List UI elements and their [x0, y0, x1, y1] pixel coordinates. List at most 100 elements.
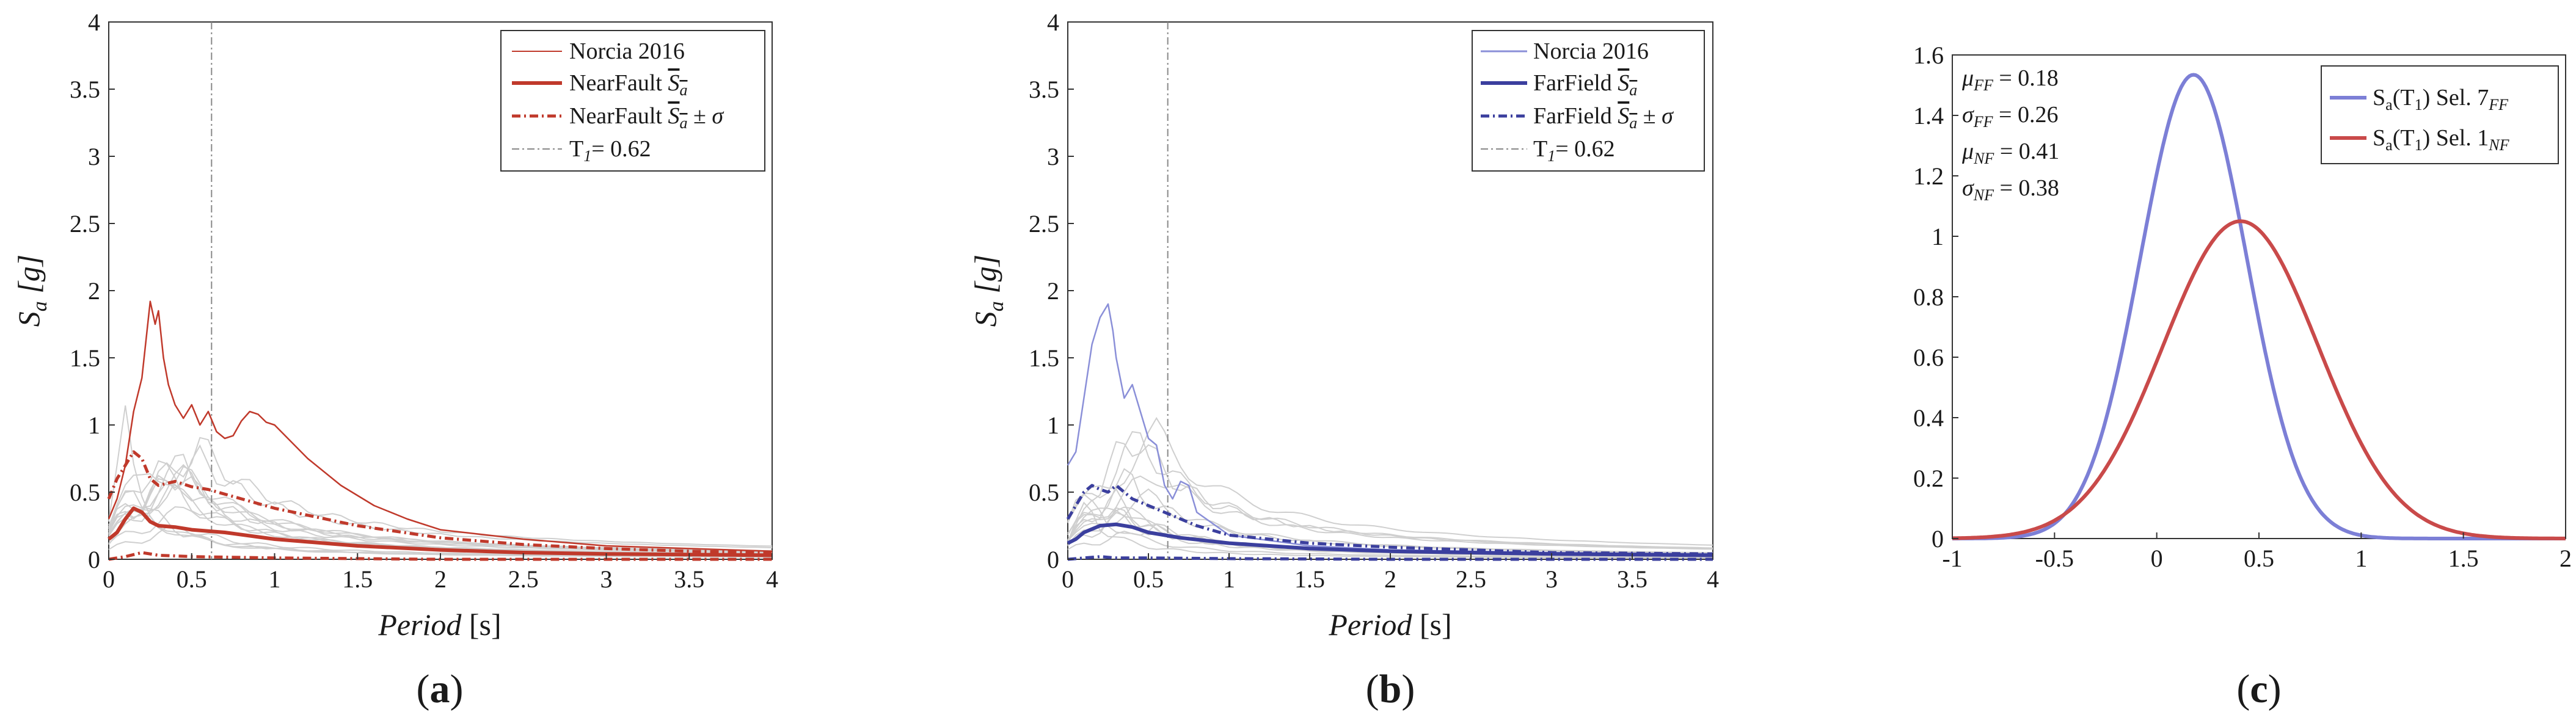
panel-a-record-line [108, 437, 773, 547]
panel-b-xtick-label: 4 [1707, 565, 1719, 593]
panel-c-ytick-label: 0.6 [1913, 344, 1944, 371]
panel-b-ytick-label: 4 [1047, 9, 1059, 36]
panel-b-ytick-label: 3 [1047, 143, 1059, 170]
panel-b-xlabel: Period [s] [1328, 608, 1451, 642]
panel-a-legend: Norcia 2016 NearFault Sa NearFault Sa ± … [500, 30, 765, 172]
panel-b-record-line [1067, 488, 1713, 554]
panel-c-nf-curve [1952, 219, 2566, 540]
panel-c-ticks: -1 -0.5 0 0.5 1 1.5 2 0 0.2 0.4 0.6 0.8 1 1.2 1.4 1.6 [1913, 42, 2572, 572]
panel-b-legend-mean: FarField Sa [1533, 70, 1637, 99]
annotation-sigma-ff: σFF = 0.26 [1962, 102, 2058, 131]
panel-c-xtick-label: 1.5 [2448, 545, 2479, 572]
panel-c-xtick-label: -0.5 [2035, 545, 2074, 572]
panel-b-ytick-label: 1.5 [1029, 344, 1059, 372]
panel-a-legend-t1: T1= 0.62 [569, 136, 651, 165]
panel-a: 0 0.5 1 1.5 2 2.5 3 3.5 4 0 0.5 1 1.5 2 2.5 3 3.5 4 Sa [g… [12, 9, 778, 711]
panel-a-xtick-label: 1 [269, 565, 281, 593]
panel-a-ytick-label: 3 [88, 143, 100, 170]
panel-c-legend-ff: Sa(T1) Sel. 7FF [2373, 85, 2509, 114]
annotation-mu-nf: μNF = 0.41 [1961, 139, 2059, 167]
panel-a-norcia-line [108, 300, 773, 553]
panel-a-xtick-label: 2.5 [508, 565, 539, 593]
panel-a-ytick-label: 2 [88, 277, 100, 305]
panel-a-ytick-label: 1.5 [70, 344, 100, 372]
panel-a-xtick-label: 4 [766, 565, 778, 593]
panel-c-label: (c) [2236, 667, 2281, 711]
panel-c-xtick-label: 1 [2355, 545, 2367, 572]
panel-b-legend-sigma: FarField Sa ± σ [1533, 103, 1674, 132]
panel-c-ytick-label: 1.4 [1913, 102, 1944, 129]
panel-a-ticks: 0 0.5 1 1.5 2 2.5 3 3.5 4 0 0.5 1 1.5 2 2.5 3 3.5 4 [70, 9, 778, 593]
panel-a-legend-sigma: NearFault Sa ± σ [569, 103, 724, 132]
panel-b-xtick-label: 2 [1384, 565, 1396, 593]
panel-a-ytick-label: 0.5 [70, 479, 100, 506]
panel-a-label: (a) [417, 667, 464, 711]
panel-b-ytick-label: 2 [1047, 277, 1059, 305]
panel-a-xtick-label: 2 [434, 565, 447, 593]
panel-b-xtick-label: 2.5 [1456, 565, 1486, 593]
panel-a-xtick-label: 1.5 [342, 565, 373, 593]
panel-c-legend-nf: Sa(T1) Sel. 1NF [2373, 125, 2510, 154]
panel-c-ytick-label: 0.4 [1913, 404, 1944, 432]
panel-b-ticks: 0 0.5 1 1.5 2 2.5 3 3.5 4 0 0.5 1 1.5 2 2.5 3 3.5 4 [1029, 9, 1719, 593]
panel-a-ytick-label: 0 [88, 546, 100, 573]
panel-b-label: (b) [1366, 667, 1415, 711]
panel-c-ytick-label: 1.6 [1913, 42, 1944, 69]
panel-b-ytick-label: 2.5 [1029, 210, 1059, 238]
panel-b-record-line [1067, 441, 1713, 550]
panel-b-xtick-label: 1 [1223, 565, 1235, 593]
panel-b-legend: Norcia 2016 FarField Sa FarField Sa ± σ … [1472, 30, 1705, 172]
panel-b-ytick-label: 0.5 [1029, 479, 1059, 506]
panel-a-mean-line [108, 506, 773, 557]
panel-c-ytick-label: 0.2 [1913, 465, 1944, 492]
panel-b-norcia-line [1067, 303, 1713, 555]
panel-a-xtick-label: 0 [103, 565, 115, 593]
panel-a-xtick-label: 3 [600, 565, 613, 593]
panel-b-legend-norcia: Norcia 2016 [1533, 38, 1649, 64]
panel-b-ytick-label: 1 [1047, 412, 1059, 439]
panel-a-ylabel: Sa [g] [12, 255, 51, 327]
panel-a-legend-mean: NearFault Sa [569, 70, 687, 99]
panel-a-xtick-label: 3.5 [674, 565, 704, 593]
panel-c-xtick-label: -1 [1942, 545, 1962, 572]
panel-b-sigma-line [1067, 555, 1713, 561]
panel-a-record-line [108, 405, 772, 558]
panel-b-mean-line [1067, 522, 1713, 557]
panel-c-legend: Sa(T1) Sel. 7FF Sa(T1) Sel. 1NF [2321, 65, 2559, 164]
panel-b-xtick-label: 3.5 [1617, 565, 1647, 593]
panel-a-ytick-label: 1 [88, 412, 100, 439]
panel-c-ytick-label: 0 [1932, 525, 1944, 553]
panel-a-ytick-label: 4 [88, 9, 100, 36]
panel-c-xtick-label: 0 [2151, 545, 2163, 572]
panel-b: 0 0.5 1 1.5 2 2.5 3 3.5 4 0 0.5 1 1.5 2 2.5 3 3.5 4 Sa [g… [968, 9, 1719, 711]
panel-b-xtick-label: 0 [1062, 565, 1074, 593]
panel-a-record-spectra [108, 405, 773, 558]
panel-b-record-line [1067, 475, 1713, 550]
panel-c-xtick-label: 0.5 [2244, 545, 2274, 572]
panel-b-xtick-label: 3 [1545, 565, 1558, 593]
panel-b-ytick-label: 0 [1047, 546, 1059, 573]
panel-b-series [1066, 22, 1713, 561]
panel-a-legend-norcia: Norcia 2016 [569, 38, 685, 64]
panel-a-xtick-label: 0.5 [177, 565, 207, 593]
panel-b-xtick-label: 0.5 [1133, 565, 1164, 593]
panel-b-record-line [1067, 416, 1713, 546]
annotation-sigma-nf: σNF = 0.38 [1962, 175, 2059, 204]
panel-c-ytick-label: 0.8 [1913, 283, 1944, 311]
panel-c: -1 -0.5 0 0.5 1 1.5 2 0 0.2 0.4 0.6 0.8 1 1.2 1.4 1.6 (… [1913, 42, 2572, 711]
panel-b-xtick-label: 1.5 [1294, 565, 1325, 593]
panel-b-ytick-label: 3.5 [1029, 76, 1059, 103]
panel-a-sigma-line [107, 450, 773, 554]
annotation-mu-ff: μFF = 0.18 [1961, 65, 2059, 94]
panel-c-ytick-label: 1 [1932, 223, 1944, 250]
panel-a-xlabel: Period [s] [378, 608, 501, 642]
panel-a-ytick-label: 3.5 [70, 76, 100, 103]
panel-b-ylabel: Sa [g] [968, 255, 1008, 327]
panel-a-ytick-label: 2.5 [70, 210, 100, 238]
panel-b-legend-t1: T1= 0.62 [1533, 136, 1615, 165]
panel-b-record-spectra [1067, 416, 1713, 559]
panel-c-ytick-label: 1.2 [1913, 162, 1944, 190]
panel-a-record-line [108, 444, 773, 548]
panel-a-record-line [108, 460, 773, 554]
